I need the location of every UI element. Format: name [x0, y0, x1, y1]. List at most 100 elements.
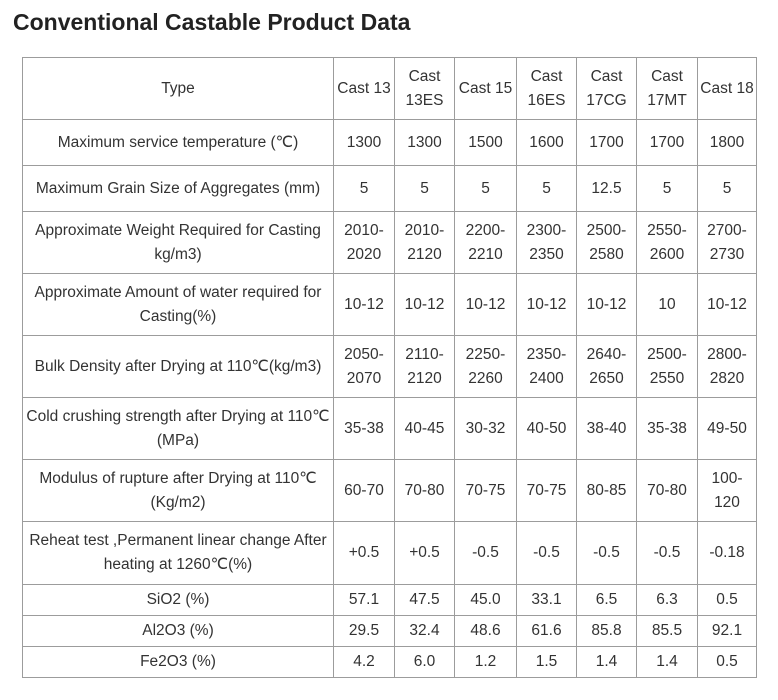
value-cell: 1.2: [454, 646, 517, 678]
value-cell: 70-75: [516, 459, 577, 522]
value-cell: 92.1: [697, 615, 757, 647]
row-label: Modulus of rupture after Drying at 110℃ …: [22, 459, 334, 522]
value-cell: -0.18: [697, 521, 757, 585]
table-row: Fe2O3 (%) 4.2 6.0 1.2 1.5 1.4 1.4 0.5: [22, 646, 757, 678]
value-cell: 2200-2210: [454, 211, 517, 274]
value-cell: 1.4: [636, 646, 698, 678]
row-label: Reheat test ,Permanent linear change Aft…: [22, 521, 334, 585]
value-cell: 2700-2730: [697, 211, 757, 274]
value-cell: 45.0: [454, 584, 517, 616]
value-cell: 70-80: [636, 459, 698, 522]
product-header-cell: Cast 18: [697, 57, 757, 120]
value-cell: 32.4: [394, 615, 455, 647]
product-header-cell: Cast 15: [454, 57, 517, 120]
value-cell: 2300-2350: [516, 211, 577, 274]
table-row: SiO2 (%) 57.1 47.5 45.0 33.1 6.5 6.3 0.5: [22, 584, 757, 616]
value-cell: 6.5: [576, 584, 637, 616]
value-cell: 1300: [394, 119, 455, 166]
value-cell: -0.5: [576, 521, 637, 585]
row-label: Cold crushing strength after Drying at 1…: [22, 397, 334, 460]
page-title: Conventional Castable Product Data: [13, 9, 411, 35]
value-cell: 40-45: [394, 397, 455, 460]
value-cell: 2800-2820: [697, 335, 757, 398]
product-header-cell: Cast 17MT: [636, 57, 698, 120]
row-label: Maximum Grain Size of Aggregates (mm): [22, 165, 334, 212]
value-cell: 5: [454, 165, 517, 212]
value-cell: 0.5: [697, 584, 757, 616]
value-cell: 70-80: [394, 459, 455, 522]
value-cell: 48.6: [454, 615, 517, 647]
value-cell: 1700: [576, 119, 637, 166]
row-label: Maximum service temperature (℃): [22, 119, 334, 166]
row-label: Fe2O3 (%): [22, 646, 334, 678]
table-row: Approximate Amount of water required for…: [22, 273, 757, 336]
value-cell: 10-12: [333, 273, 395, 336]
value-cell: 5: [516, 165, 577, 212]
value-cell: 2050-2070: [333, 335, 395, 398]
value-cell: 12.5: [576, 165, 637, 212]
value-cell: 10-12: [454, 273, 517, 336]
value-cell: 1500: [454, 119, 517, 166]
value-cell: 10-12: [516, 273, 577, 336]
value-cell: 33.1: [516, 584, 577, 616]
value-cell: 0.5: [697, 646, 757, 678]
value-cell: 2010-2020: [333, 211, 395, 274]
row-label: Approximate Weight Required for Casting …: [22, 211, 334, 274]
type-header-cell: Type: [22, 57, 334, 120]
value-cell: 29.5: [333, 615, 395, 647]
value-cell: 2550-2600: [636, 211, 698, 274]
value-cell: 2010-2120: [394, 211, 455, 274]
value-cell: 35-38: [333, 397, 395, 460]
value-cell: -0.5: [454, 521, 517, 585]
value-cell: +0.5: [333, 521, 395, 585]
table-row: Reheat test ,Permanent linear change Aft…: [22, 521, 757, 585]
value-cell: 1.4: [576, 646, 637, 678]
value-cell: 10-12: [576, 273, 637, 336]
value-cell: 85.5: [636, 615, 698, 647]
product-header-cell: Cast 13ES: [394, 57, 455, 120]
value-cell: 38-40: [576, 397, 637, 460]
value-cell: 30-32: [454, 397, 517, 460]
value-cell: 35-38: [636, 397, 698, 460]
value-cell: 85.8: [576, 615, 637, 647]
value-cell: 6.0: [394, 646, 455, 678]
value-cell: 49-50: [697, 397, 757, 460]
value-cell: 1.5: [516, 646, 577, 678]
value-cell: 2250-2260: [454, 335, 517, 398]
value-cell: 4.2: [333, 646, 395, 678]
value-cell: 2350-2400: [516, 335, 577, 398]
product-data-table: Type Cast 13 Cast 13ES Cast 15 Cast 16ES…: [22, 57, 757, 678]
value-cell: -0.5: [636, 521, 698, 585]
value-cell: 5: [394, 165, 455, 212]
value-cell: 2640-2650: [576, 335, 637, 398]
value-cell: 5: [333, 165, 395, 212]
value-cell: 47.5: [394, 584, 455, 616]
table-row: Al2O3 (%) 29.5 32.4 48.6 61.6 85.8 85.5 …: [22, 615, 757, 647]
value-cell: 1600: [516, 119, 577, 166]
row-label: Approximate Amount of water required for…: [22, 273, 334, 336]
product-header-cell: Cast 16ES: [516, 57, 577, 120]
row-label: Al2O3 (%): [22, 615, 334, 647]
value-cell: 1300: [333, 119, 395, 166]
value-cell: 2500-2550: [636, 335, 698, 398]
value-cell: 1700: [636, 119, 698, 166]
table-row: Cold crushing strength after Drying at 1…: [22, 397, 757, 460]
header-row: Type Cast 13 Cast 13ES Cast 15 Cast 16ES…: [22, 57, 757, 120]
value-cell: 10-12: [394, 273, 455, 336]
table-row: Bulk Density after Drying at 110℃(kg/m3)…: [22, 335, 757, 398]
value-cell: 10-12: [697, 273, 757, 336]
value-cell: 2500-2580: [576, 211, 637, 274]
value-cell: +0.5: [394, 521, 455, 585]
value-cell: 80-85: [576, 459, 637, 522]
value-cell: -0.5: [516, 521, 577, 585]
value-cell: 5: [697, 165, 757, 212]
value-cell: 57.1: [333, 584, 395, 616]
table-row: Maximum Grain Size of Aggregates (mm) 5 …: [22, 165, 757, 212]
value-cell: 2110-2120: [394, 335, 455, 398]
row-label: SiO2 (%): [22, 584, 334, 616]
value-cell: 5: [636, 165, 698, 212]
table-row: Modulus of rupture after Drying at 110℃ …: [22, 459, 757, 522]
table-row: Approximate Weight Required for Casting …: [22, 211, 757, 274]
value-cell: 10: [636, 273, 698, 336]
product-header-cell: Cast 13: [333, 57, 395, 120]
